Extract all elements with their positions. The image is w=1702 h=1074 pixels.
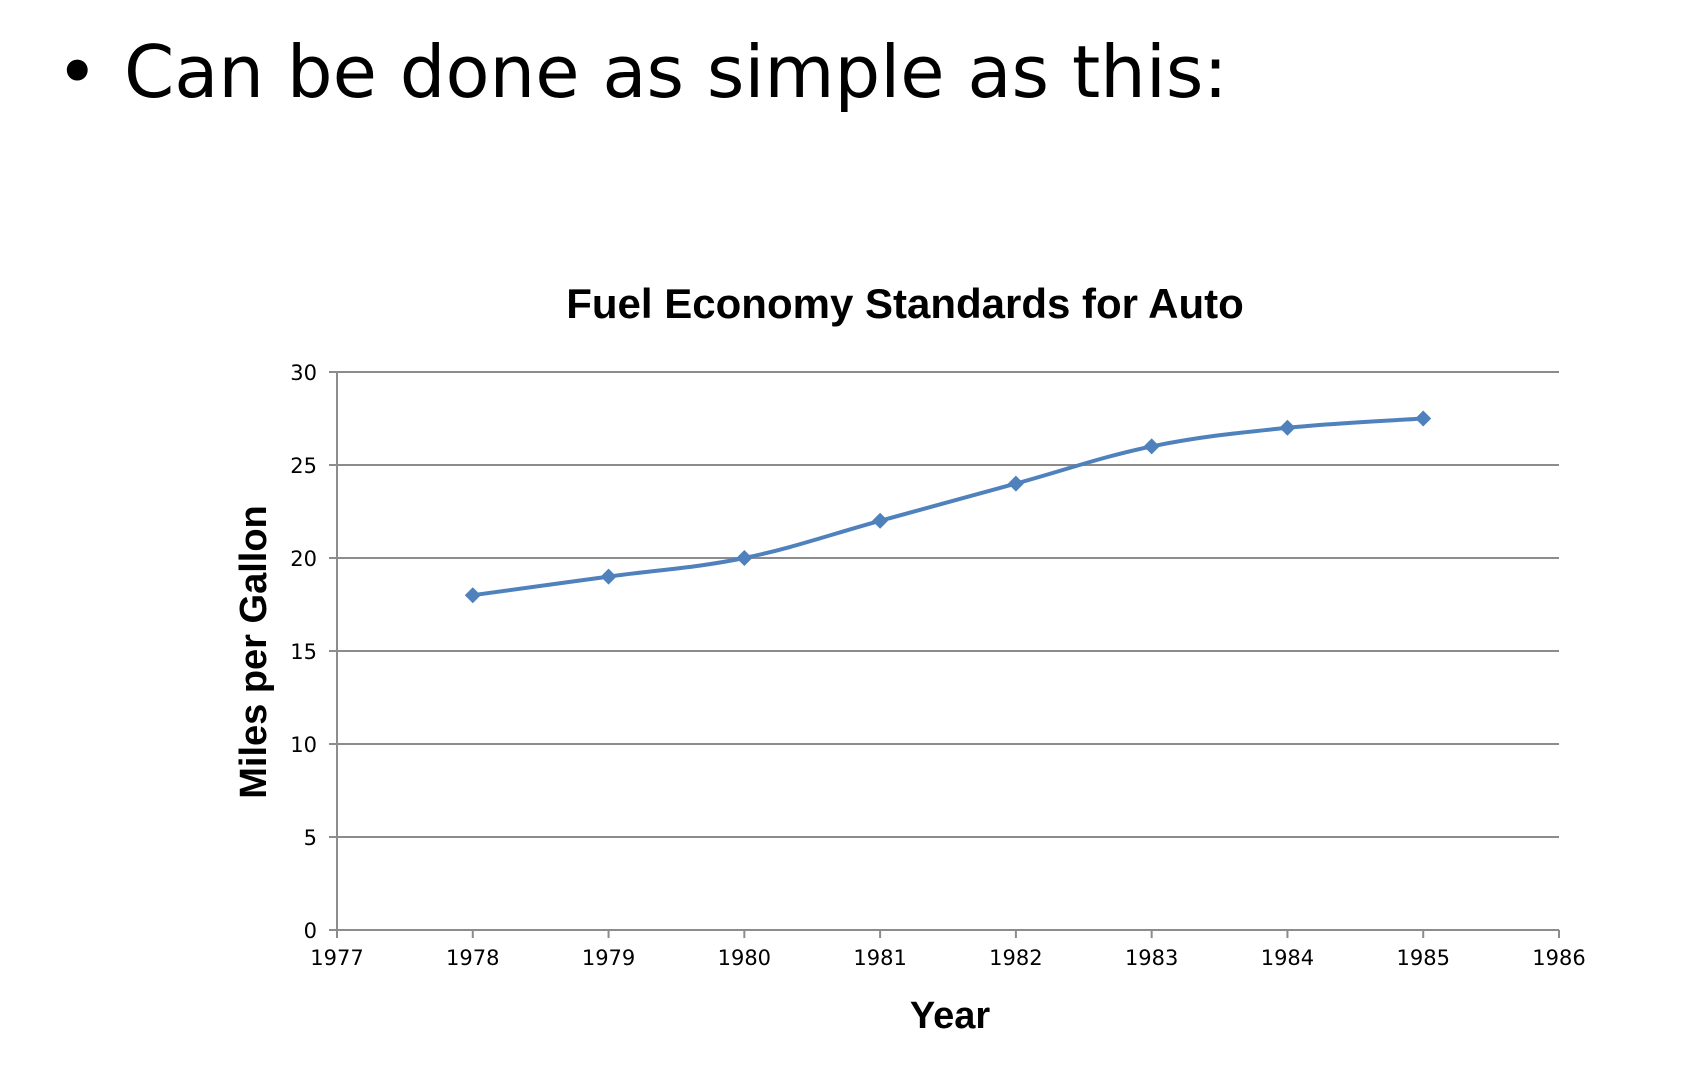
x-tick-label-1979: 1979 <box>582 946 635 970</box>
y-tick-label-0: 0 <box>304 919 317 943</box>
x-tick-label-1980: 1980 <box>718 946 771 970</box>
slide-bullet-point: • Can be done as simple as this: <box>56 22 1228 122</box>
y-tick-label-25: 25 <box>290 454 317 478</box>
y-tick-label-30: 30 <box>290 361 317 385</box>
y-tick-label-15: 15 <box>290 640 317 664</box>
x-tick-label-1984: 1984 <box>1261 946 1314 970</box>
x-tick-label-1983: 1983 <box>1125 946 1178 970</box>
x-axis-title: Year <box>910 995 991 1037</box>
x-tick-label-1977: 1977 <box>310 946 363 970</box>
grid-lines <box>337 371 1559 838</box>
bullet-icon: • <box>56 30 99 114</box>
x-tick-label-1986: 1986 <box>1532 946 1585 970</box>
data-point-1980 <box>736 550 753 566</box>
series-line-0 <box>472 416 1424 598</box>
x-tick-label-1982: 1982 <box>989 946 1042 970</box>
y-axis-title: Miles per Gallon <box>233 505 275 799</box>
x-tick-label-1981: 1981 <box>853 946 906 970</box>
y-tick-label-5: 5 <box>304 826 317 850</box>
bullet-text: Can be done as simple as this: <box>124 30 1228 114</box>
chart-title: Fuel Economy Standards for Auto <box>566 280 1244 327</box>
data-point-1981 <box>872 512 889 529</box>
y-tick-label-20: 20 <box>290 547 317 571</box>
axes <box>329 371 1560 938</box>
data-point-1979 <box>600 568 617 585</box>
x-tick-label-1985: 1985 <box>1396 946 1449 970</box>
data-series <box>464 410 1432 604</box>
data-point-1985 <box>1415 410 1432 427</box>
data-point-1978 <box>464 587 481 604</box>
x-tick-label-1978: 1978 <box>446 946 499 970</box>
data-point-1984 <box>1279 419 1296 436</box>
data-point-1983 <box>1143 438 1160 455</box>
y-tick-label-10: 10 <box>290 733 317 757</box>
tick-labels: 0 5 10 15 20 25 30 1977 1978 1979 1980 1981 1982 1983… <box>290 361 1585 970</box>
data-point-1982 <box>1007 475 1024 492</box>
